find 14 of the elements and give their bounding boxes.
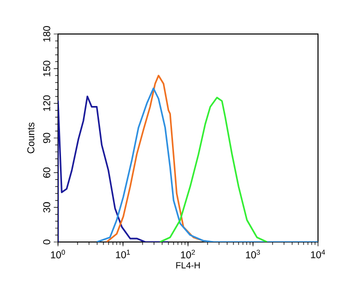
y-tick-label: 120 (43, 95, 50, 111)
x-tick-label: 10$^{2}$ (181, 250, 195, 258)
y-tick-label: 0 (43, 240, 50, 244)
x-tick-label: 10$^{4}$ (311, 250, 326, 258)
x-axis-title: FL4-H (176, 262, 200, 268)
x-tick-label: 10$^{1}$ (116, 250, 130, 258)
x-tick-label: 10$^{3}$ (246, 250, 260, 258)
y-tick-label: 30 (43, 202, 50, 212)
y-axis-title: Counts (27, 122, 34, 154)
y-tick-label: 90 (43, 132, 50, 144)
y-tick-label: 180 (43, 26, 50, 42)
y-tick-label: 60 (43, 168, 50, 178)
y-tick-label: 150 (43, 60, 50, 76)
x-tick-label: 10$^{0}$ (51, 250, 65, 258)
